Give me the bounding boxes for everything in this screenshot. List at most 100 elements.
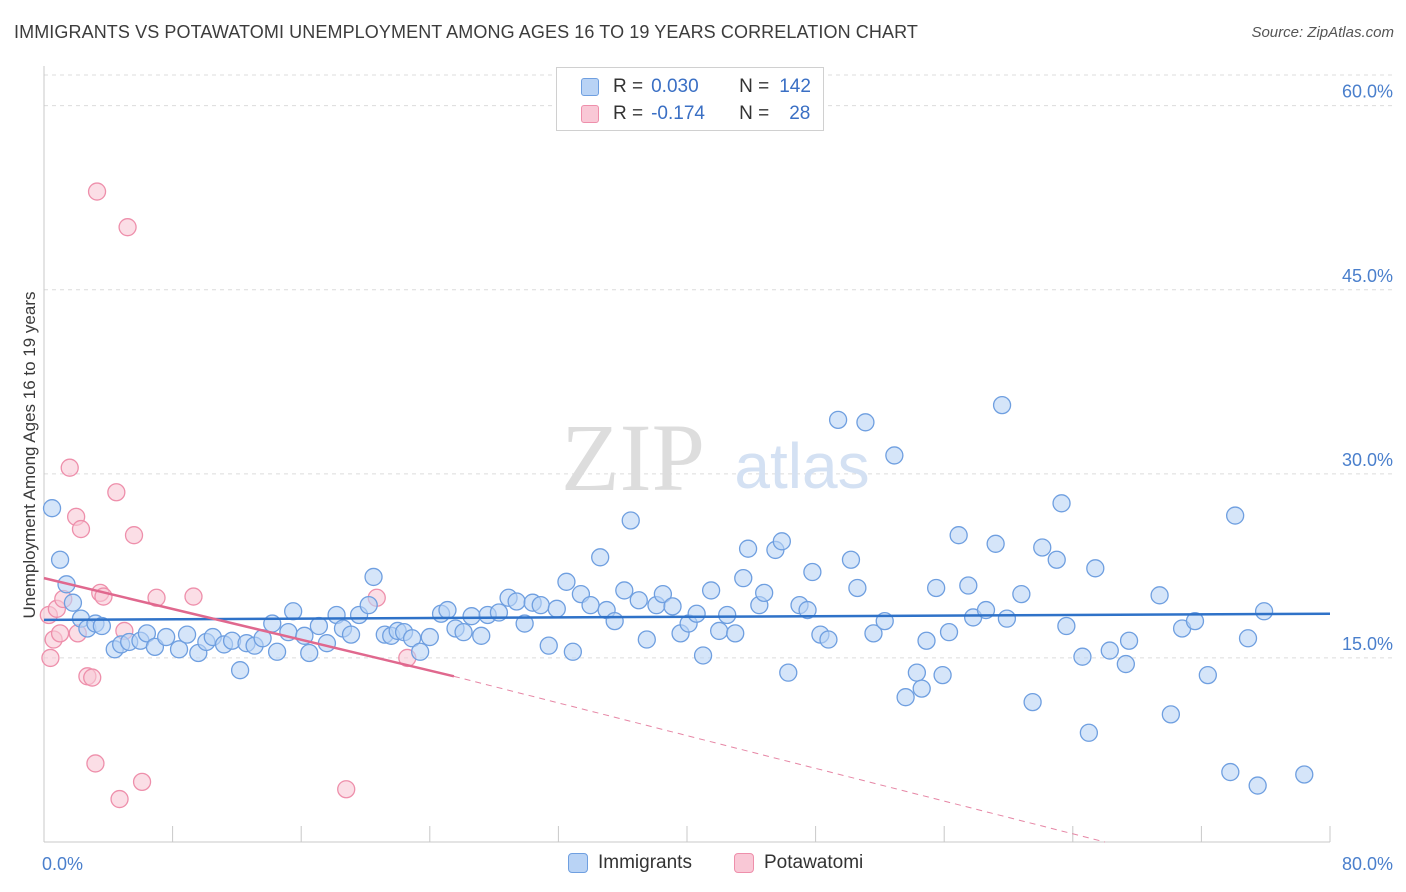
- x-tick-label: 80.0%: [1342, 854, 1393, 874]
- immigrants-point: [779, 663, 798, 682]
- immigrants-point: [539, 636, 558, 655]
- immigrants-point: [359, 596, 378, 615]
- y-tick-label: 15.0%: [1342, 634, 1393, 654]
- grid-layer: [44, 74, 1392, 659]
- legend-label-potawatomi: Potawatomi: [764, 852, 864, 873]
- immigrants-point: [169, 640, 189, 659]
- immigrants-point: [1238, 629, 1258, 648]
- immigrants-point: [885, 446, 904, 465]
- immigrants-point: [718, 605, 737, 625]
- immigrants-point: [1185, 611, 1205, 631]
- immigrants-point: [755, 583, 774, 603]
- immigrants-point: [177, 625, 197, 644]
- correlation-legend: R = 0.030 N = 142 R = -0.174 N = 28: [556, 67, 824, 131]
- immigrants-point: [997, 609, 1017, 628]
- immigrants-point: [230, 661, 250, 680]
- source-credit: Source: ZipAtlas.com: [1251, 24, 1394, 41]
- legend-swatch-potawatomi: [734, 853, 754, 873]
- watermark-atlas: atlas: [734, 430, 869, 502]
- legend-item-immigrants: Immigrants: [568, 852, 692, 874]
- immigrants-point: [912, 679, 931, 698]
- potawatomi-point: [110, 789, 129, 809]
- immigrants-point: [547, 599, 566, 618]
- immigrants-point: [856, 413, 875, 432]
- potawatomi-point: [124, 526, 144, 545]
- immigrants-point: [317, 634, 337, 653]
- immigrants-point: [1012, 584, 1031, 604]
- potawatomi-point: [184, 587, 203, 606]
- immigrants-point: [507, 592, 526, 611]
- immigrants-point: [663, 597, 682, 616]
- legend-row-immigrants: R = 0.030 N = 142: [581, 76, 811, 98]
- immigrants-point: [300, 643, 319, 663]
- potawatomi-point: [87, 182, 107, 201]
- potawatomi-point: [118, 218, 137, 237]
- immigrants-point: [1248, 776, 1267, 795]
- immigrants-point: [841, 550, 861, 569]
- immigrants-point: [581, 596, 600, 615]
- immigrants-point: [1073, 647, 1092, 666]
- potawatomi-point: [83, 668, 102, 687]
- immigrants-point: [50, 550, 70, 569]
- immigrants-point: [939, 622, 959, 642]
- immigrants-point: [864, 624, 883, 643]
- immigrants-point: [411, 642, 430, 661]
- immigrants-point: [1119, 631, 1139, 650]
- immigrants-point: [1161, 705, 1181, 724]
- immigrants-point: [693, 646, 713, 665]
- immigrants-point: [341, 625, 361, 644]
- immigrants-point: [284, 602, 303, 621]
- immigrants-point: [137, 624, 157, 643]
- immigrants-point: [591, 548, 610, 567]
- legend-row-potawatomi: R = -0.174 N = 28: [581, 103, 810, 125]
- immigrants-point: [933, 665, 952, 685]
- legend-n-label: N =: [739, 103, 770, 124]
- legend-swatch-immigrants: [568, 853, 588, 873]
- legend-n-label: N =: [739, 76, 770, 97]
- immigrants-point: [621, 511, 640, 530]
- immigrants-point: [1057, 616, 1076, 636]
- immigrants-point: [828, 410, 848, 429]
- immigrants-point: [726, 624, 745, 643]
- watermark: ZIP atlas: [561, 404, 870, 511]
- potawatomi-point: [107, 483, 126, 502]
- immigrants-point: [1023, 692, 1042, 712]
- trend-lines: [43, 576, 1331, 843]
- immigrants-point: [959, 576, 978, 595]
- chart-title: IMMIGRANTS VS POTAWATOMI UNEMPLOYMENT AM…: [14, 22, 918, 42]
- y-tick-label: 45.0%: [1342, 266, 1393, 286]
- immigrants-point: [653, 584, 673, 604]
- legend-item-potawatomi: Potawatomi: [734, 852, 863, 874]
- immigrants-point: [615, 581, 634, 600]
- immigrants-point: [420, 627, 439, 647]
- immigrants-point: [738, 539, 758, 558]
- potawatomi-points: [39, 182, 417, 809]
- legend-label-immigrants: Immigrants: [598, 852, 692, 873]
- legend-n-value: 142: [779, 76, 811, 97]
- immigrants-point: [992, 395, 1012, 415]
- x-tick-label: 0.0%: [42, 854, 83, 874]
- immigrants-point: [986, 534, 1005, 553]
- immigrants-point: [1254, 602, 1274, 621]
- immigrants-point: [63, 593, 83, 612]
- immigrants-point: [927, 578, 946, 598]
- potawatomi-point: [60, 458, 79, 477]
- immigrants-point: [557, 572, 576, 591]
- immigrants-point: [605, 611, 624, 631]
- immigrants-point: [1221, 762, 1240, 782]
- legend-r-label: R =: [613, 103, 644, 124]
- immigrants-point: [637, 630, 656, 649]
- immigrants-point: [1033, 538, 1052, 557]
- immigrants-point: [92, 616, 112, 636]
- immigrants-point: [1079, 723, 1099, 742]
- potawatomi-point: [132, 772, 152, 792]
- immigrants-point: [402, 629, 422, 648]
- immigrants-point: [734, 569, 753, 588]
- immigrants-point: [949, 526, 968, 545]
- potawatomi-trend-extension: [453, 675, 1106, 843]
- immigrants-point: [907, 663, 927, 682]
- immigrants-point: [798, 600, 817, 620]
- legend-n-value: 28: [789, 103, 811, 124]
- legend-swatch-potawatomi: [581, 105, 599, 123]
